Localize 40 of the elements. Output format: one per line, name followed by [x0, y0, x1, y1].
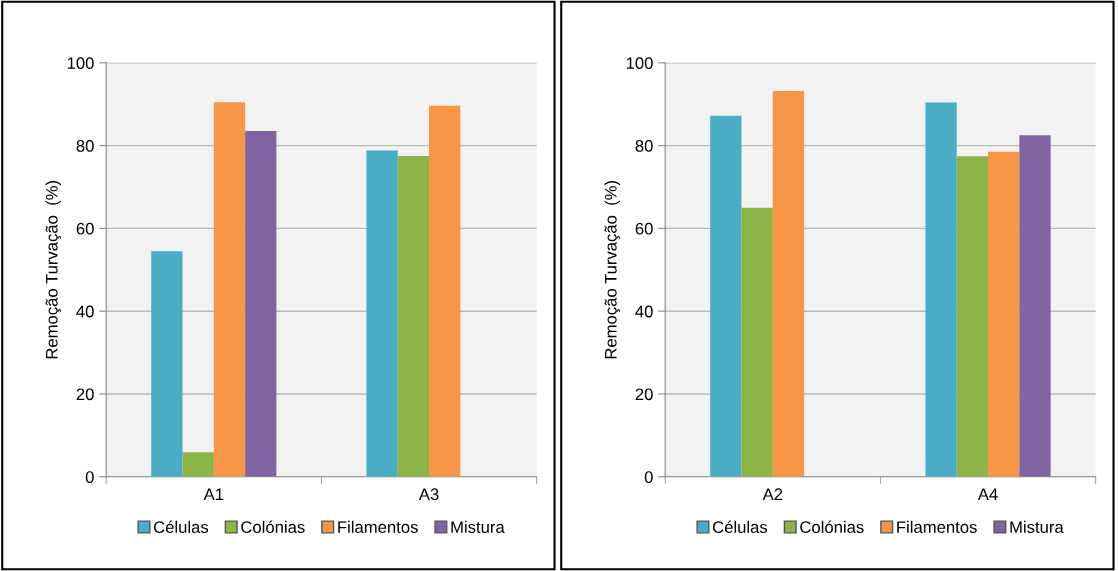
legend-label: Colónias — [800, 520, 864, 534]
y-tick-label: 80 — [635, 140, 653, 152]
y-tick-label: 20 — [76, 388, 94, 401]
bar — [213, 102, 246, 477]
y-tick-label: 0 — [644, 471, 653, 483]
bar — [1019, 135, 1051, 477]
x-tick-label: A2 — [762, 488, 783, 500]
y-tick-label: 80 — [76, 140, 94, 152]
bar — [182, 452, 214, 477]
y-tick-label: 40 — [76, 305, 94, 318]
bar — [366, 150, 398, 477]
y-tick-label: 0 — [85, 471, 94, 483]
bar — [925, 102, 957, 477]
legend-label: Filamentos — [338, 520, 418, 534]
legend-label: Mistura — [1010, 520, 1064, 534]
x-tick-label: A4 — [977, 488, 998, 500]
y-tick-label: 20 — [635, 388, 653, 401]
x-tick-label: A1 — [203, 488, 224, 500]
legend-label: Mistura — [451, 520, 505, 534]
legend-label: Células — [712, 520, 768, 534]
bar — [151, 251, 183, 477]
y-axis-title: Remoção Turvação (%) — [604, 180, 621, 359]
y-tick-label: 60 — [635, 222, 653, 235]
bar — [429, 105, 461, 477]
bar — [956, 156, 989, 477]
legend-label: Filamentos — [897, 520, 977, 534]
x-tick-label: A3 — [418, 488, 439, 501]
legend-label: Colónias — [241, 520, 305, 534]
bar — [988, 151, 1020, 477]
y-tick-label: 40 — [635, 305, 653, 318]
bar — [245, 131, 277, 477]
bar — [772, 90, 805, 477]
bar — [397, 155, 430, 477]
legend-label: Células — [153, 520, 209, 534]
y-axis-title: Remoção Turvação (%) — [45, 180, 62, 359]
y-tick-label: 100 — [626, 57, 653, 70]
y-tick-label: 100 — [67, 57, 94, 70]
y-tick-label: 60 — [76, 222, 94, 235]
bar — [710, 115, 742, 477]
bar — [741, 207, 773, 477]
